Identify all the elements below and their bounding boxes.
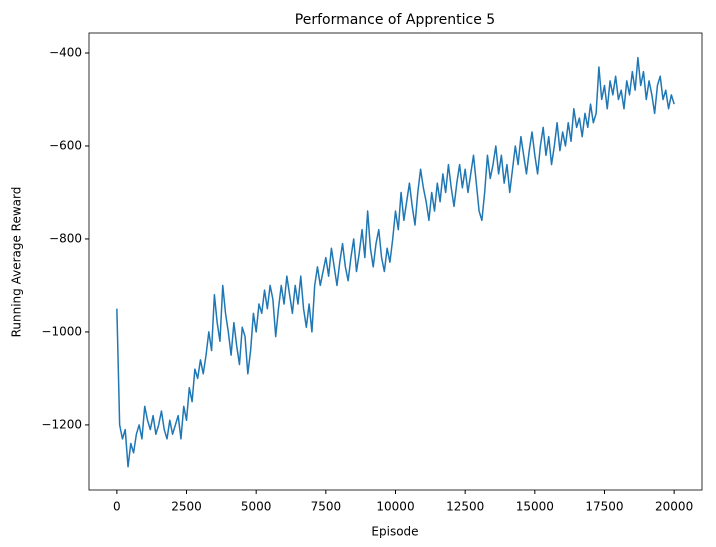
x-tick-label: 7500	[311, 500, 342, 514]
x-tick-label: 20000	[655, 500, 693, 514]
y-axis-label: Running Average Reward	[10, 187, 24, 338]
x-tick-label: 10000	[376, 500, 414, 514]
data-line	[116, 56, 675, 468]
x-tick-label: 0	[113, 500, 121, 514]
x-tick-label: 5000	[241, 500, 272, 514]
y-tick-label: −600	[49, 138, 82, 152]
x-tick-label: 12500	[446, 500, 484, 514]
y-tick-label: −800	[49, 231, 82, 245]
y-tick-label: −1000	[41, 324, 82, 338]
x-tick-label: 2500	[171, 500, 202, 514]
y-tick-label: −1200	[41, 417, 82, 431]
chart-title: Performance of Apprentice 5	[295, 12, 495, 28]
y-tick-label: −400	[49, 45, 82, 59]
x-tick-label: 17500	[585, 500, 623, 514]
plot-frame	[88, 32, 703, 491]
x-axis-label: Episode	[371, 525, 418, 539]
x-tick-label: 15000	[516, 500, 554, 514]
